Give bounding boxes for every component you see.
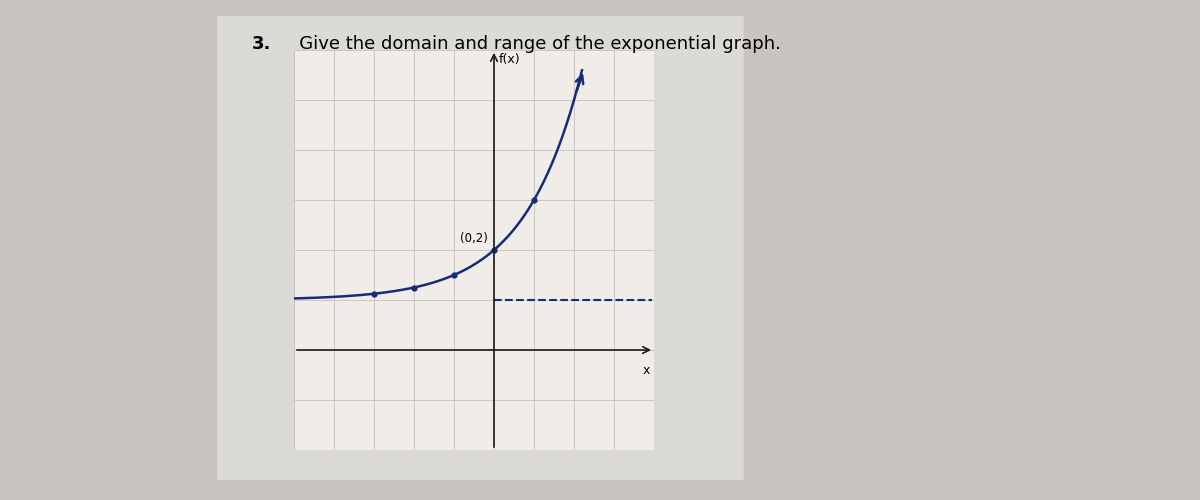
Text: x: x <box>643 364 650 377</box>
Text: Give the domain and range of the exponential graph.: Give the domain and range of the exponen… <box>282 35 781 53</box>
Text: (0,2): (0,2) <box>460 232 488 245</box>
Text: 3.: 3. <box>252 35 271 53</box>
Text: f(x): f(x) <box>499 52 521 66</box>
